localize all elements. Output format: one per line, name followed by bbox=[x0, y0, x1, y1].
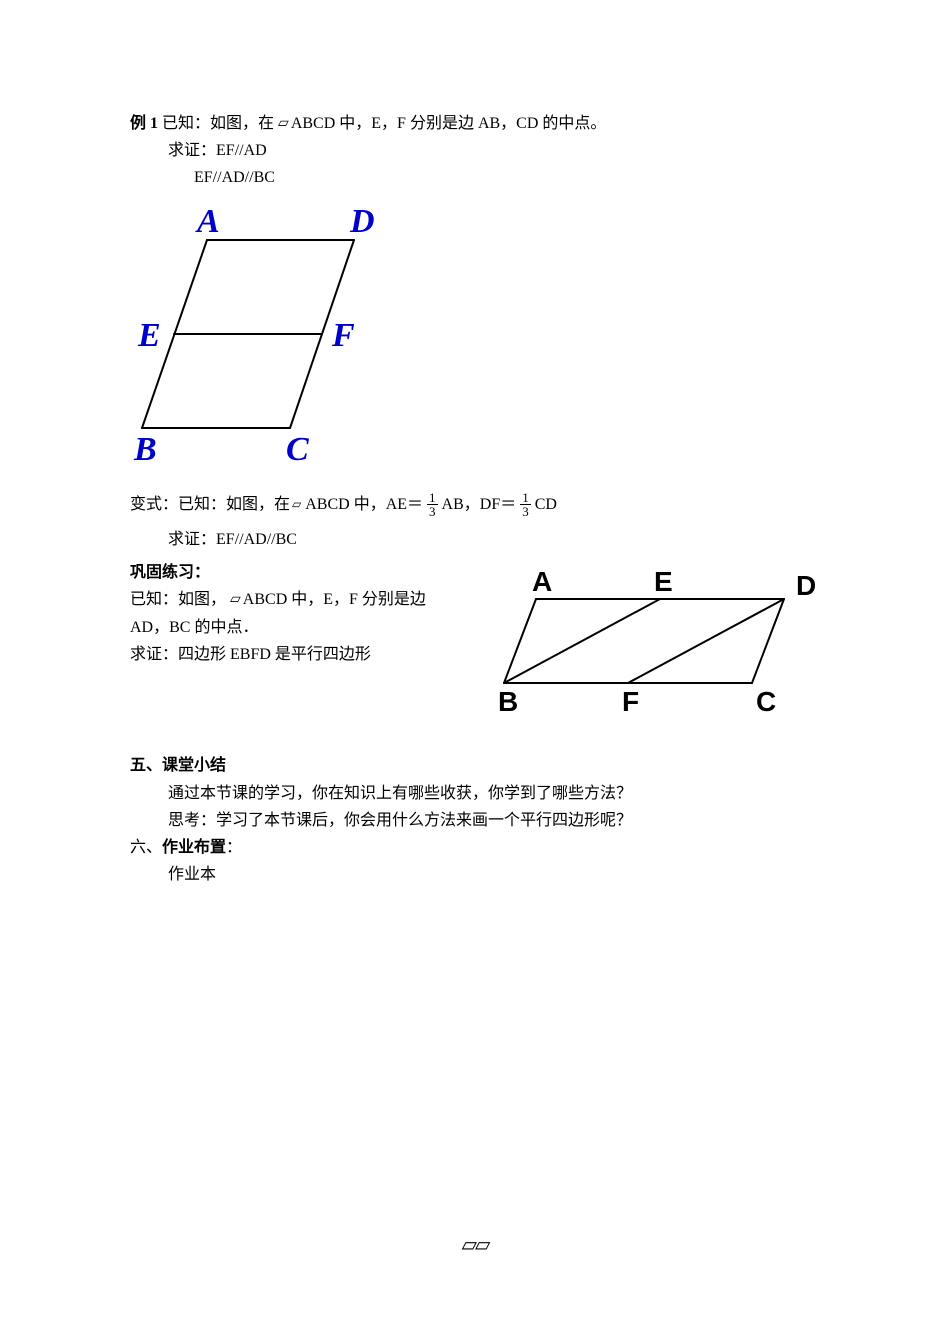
svg-text:E: E bbox=[654, 566, 673, 597]
parallelogram-icon: ▱ bbox=[278, 112, 289, 136]
figure-2: A E D B F C bbox=[480, 559, 820, 728]
svg-text:D: D bbox=[796, 570, 816, 601]
frac-den: 3 bbox=[427, 505, 438, 518]
practice-l2: AD，BC 的中点． bbox=[130, 614, 462, 641]
summary-head: 五、课堂小结 bbox=[130, 752, 820, 779]
hw-head: 作业布置 bbox=[162, 839, 226, 856]
ex1-prove2: EF//AD//BC bbox=[194, 169, 275, 186]
hw-head-prefix: 六、 bbox=[130, 839, 162, 856]
variant-prove: EF//AD//BC bbox=[216, 531, 297, 548]
parallelogram-ebfd-figure: A E D B F C bbox=[480, 559, 820, 719]
practice-head: 巩固练习： bbox=[130, 559, 462, 586]
svg-text:C: C bbox=[756, 686, 776, 717]
fraction-1-3: 1 3 bbox=[520, 491, 531, 518]
summary-l1: 通过本节课的学习，你在知识上有哪些收获，你学到了哪些方法？ bbox=[130, 780, 820, 807]
practice-l1a: 已知：如图， bbox=[130, 591, 226, 608]
frac-num: 1 bbox=[427, 491, 438, 505]
practice-block: 巩固练习： 已知：如图， ▱ABCD 中，E，F 分别是边 AD，BC 的中点．… bbox=[130, 559, 462, 668]
fraction-1-3: 1 3 bbox=[427, 491, 438, 518]
hw-colon: ： bbox=[226, 839, 242, 856]
homework-block: 六、作业布置： 作业本 bbox=[130, 834, 820, 888]
document-page: 例 1 已知：如图，在 ▱ABCD 中，E，F 分别是边 AB，CD 的中点。 … bbox=[0, 0, 950, 1322]
variant-mid3: CD bbox=[535, 491, 557, 518]
ex1-label: 例 1 bbox=[130, 115, 158, 132]
parallelogram-icon: ▱ bbox=[292, 494, 301, 514]
ex1-prove-label: 求证： bbox=[168, 142, 216, 159]
page-footer-icon: ▱▱ bbox=[130, 1228, 820, 1262]
ex1-rest: ABCD 中，E，F 分别是边 AB，CD 的中点。 bbox=[291, 115, 607, 132]
summary-l2: 思考：学习了本节课后，你会用什么方法来画一个平行四边形呢？ bbox=[130, 807, 820, 834]
figure-1: A D E F B C bbox=[130, 204, 820, 473]
svg-text:B: B bbox=[498, 686, 518, 717]
parallelogram-icon: ▱ bbox=[230, 588, 241, 612]
svg-text:F: F bbox=[622, 686, 639, 717]
summary-block: 五、课堂小结 通过本节课的学习，你在知识上有哪些收获，你学到了哪些方法？ 思考：… bbox=[130, 752, 820, 834]
variant-prove-label: 求证： bbox=[168, 531, 216, 548]
parallelogram-midpoint-figure: A D E F B C bbox=[130, 204, 420, 464]
svg-text:B: B bbox=[133, 431, 157, 464]
example-1: 例 1 已知：如图，在 ▱ABCD 中，E，F 分别是边 AB，CD 的中点。 … bbox=[130, 110, 820, 192]
hw-body: 作业本 bbox=[130, 861, 820, 888]
svg-text:A: A bbox=[195, 204, 220, 240]
variant-line: 变式：已知：如图，在 ▱ABCD 中，AE＝ 1 3 AB，DF＝ 1 3 CD bbox=[130, 491, 820, 518]
variant-mid2: AB，DF＝ bbox=[442, 491, 517, 518]
variant-prefix: 变式：已知：如图，在 bbox=[130, 491, 290, 518]
svg-text:A: A bbox=[532, 566, 552, 597]
frac-den: 3 bbox=[520, 505, 531, 518]
ex1-prove1: EF//AD bbox=[216, 142, 267, 159]
variant-mid1: ABCD 中，AE＝ bbox=[305, 491, 423, 518]
ex1-given: 已知：如图，在 bbox=[162, 115, 274, 132]
frac-num: 1 bbox=[520, 491, 531, 505]
practice-l3: 求证：四边形 EBFD 是平行四边形 bbox=[130, 641, 462, 668]
svg-text:F: F bbox=[331, 317, 355, 354]
svg-text:E: E bbox=[137, 317, 161, 354]
svg-text:D: D bbox=[349, 204, 375, 240]
practice-l1b: ABCD 中，E，F 分别是边 bbox=[243, 591, 426, 608]
svg-text:C: C bbox=[286, 431, 309, 464]
